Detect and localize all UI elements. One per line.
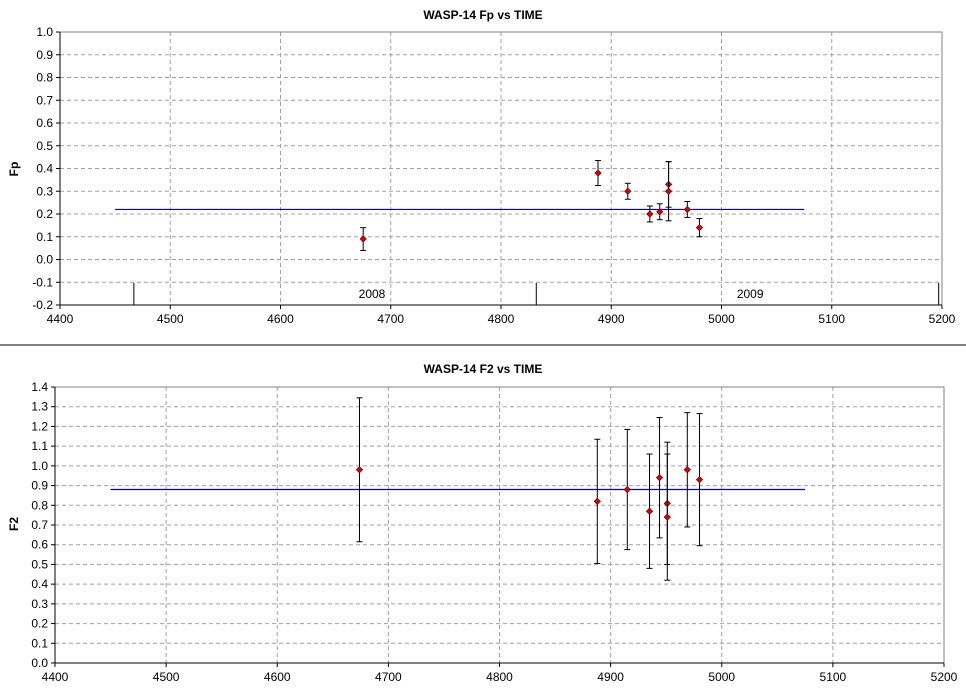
year-label: 2009: [737, 287, 764, 301]
y-tick-label: 1.3: [31, 400, 48, 414]
y-tick-label: 0.0: [36, 253, 53, 267]
x-tick-label: 5000: [708, 312, 735, 326]
x-tick-label: 5000: [708, 670, 735, 684]
data-point: [683, 205, 691, 214]
x-tick-label: 4400: [42, 670, 69, 684]
y-axis-label: F2: [7, 517, 21, 531]
y-tick-label: 0.6: [36, 116, 53, 130]
f2-chart: WASP-14 F2 vs TIME F2 0.0 0.1 0.2 0.3 0.4 0.5…: [7, 362, 958, 684]
y-tick-label: 0.1: [36, 230, 53, 244]
y-tick-label: 0.8: [31, 498, 48, 512]
data-point: [655, 474, 664, 482]
data-point: [359, 235, 367, 243]
x-tick-label: 4600: [264, 670, 291, 684]
y-tick-label: 0.9: [36, 48, 53, 62]
data-point: [645, 507, 654, 515]
data-point: [593, 497, 601, 505]
year-label: 2008: [359, 287, 386, 301]
data-point: [594, 169, 602, 177]
y-tick-label: 1.1: [31, 439, 48, 453]
data-point: [663, 513, 671, 521]
x-tick-label: 4500: [153, 670, 180, 684]
y-tick-label: 1.2: [31, 419, 48, 433]
data-point: [355, 466, 364, 474]
y-tick-label: 0.1: [31, 636, 48, 650]
fp-chart: WASP-14 Fp vs TIME Fp -0.2 -0.1 0.0 0.1 0.2 0…: [7, 8, 956, 326]
data-point: [683, 466, 691, 474]
data-point: [624, 187, 632, 195]
chart-title: WASP-14 F2 vs TIME: [424, 362, 543, 376]
data-point: [623, 485, 631, 494]
chart-title: WASP-14 Fp vs TIME: [423, 8, 542, 22]
data-point: [656, 208, 664, 216]
x-tick-label: 4700: [377, 312, 404, 326]
y-tick-label: 0.0: [31, 656, 48, 670]
y-tick-label: 0.7: [31, 518, 48, 532]
y-tick-label: 1.0: [36, 25, 53, 39]
x-tick-label: 5200: [931, 670, 958, 684]
y-tick-label: 0.3: [31, 597, 48, 611]
y-tick-label: 0.5: [31, 557, 48, 571]
x-tick-label: 5200: [929, 312, 956, 326]
y-tick-label: -0.1: [32, 275, 53, 289]
data-point: [695, 476, 704, 484]
y-tick-label: -0.2: [32, 298, 53, 312]
y-tick-label: 0.7: [36, 93, 53, 107]
x-tick-label: 4800: [488, 312, 515, 326]
x-tick-label: 4900: [598, 312, 625, 326]
data-point: [664, 187, 673, 195]
y-axis-label: Fp: [7, 162, 21, 177]
x-tick-label: 4700: [375, 670, 402, 684]
y-tick-label: 0.2: [36, 207, 53, 221]
y-tick-label: 0.4: [36, 162, 53, 176]
y-tick-label: 0.2: [31, 617, 48, 631]
x-tick-label: 4800: [486, 670, 513, 684]
y-tick-label: 0.5: [36, 139, 53, 153]
data-point: [646, 210, 654, 218]
x-tick-label: 4900: [597, 670, 624, 684]
y-tick-label: 0.6: [31, 538, 48, 552]
x-tick-label: 4600: [267, 312, 294, 326]
x-tick-label: 5100: [820, 670, 847, 684]
y-tick-label: 1.4: [31, 380, 48, 394]
data-point: [695, 224, 704, 232]
x-tick-label: 4500: [157, 312, 184, 326]
y-tick-label: 0.4: [31, 577, 48, 591]
y-tick-label: 0.8: [36, 71, 53, 85]
x-tick-label: 5100: [818, 312, 845, 326]
y-tick-label: 0.9: [31, 479, 48, 493]
y-tick-label: 1.0: [31, 459, 48, 473]
y-tick-label: 0.3: [36, 184, 53, 198]
x-tick-label: 4400: [47, 312, 74, 326]
